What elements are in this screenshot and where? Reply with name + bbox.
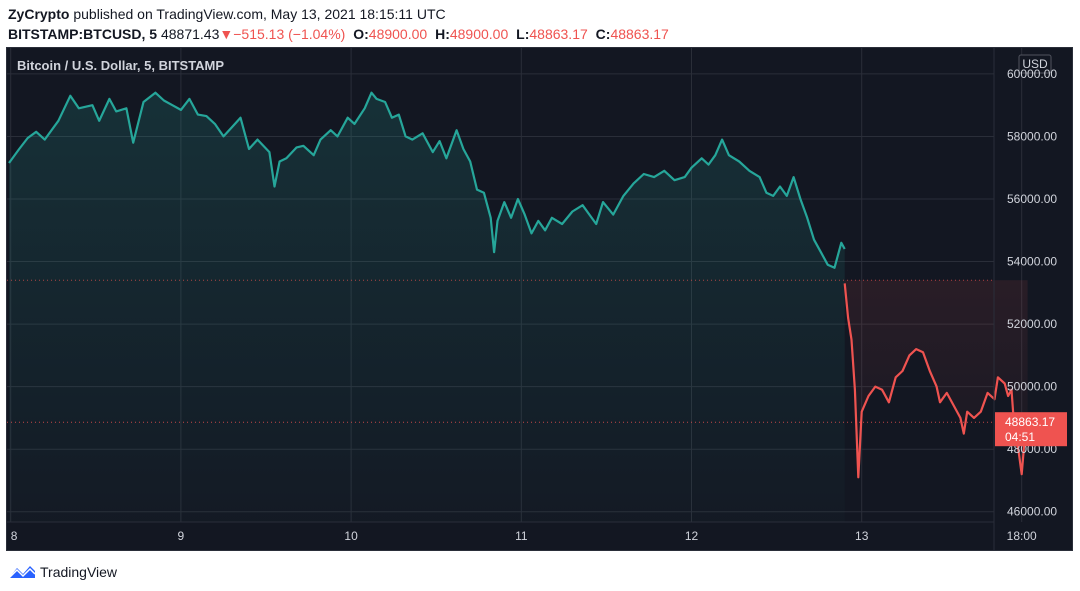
y-tick-label: 60000.00 bbox=[1007, 67, 1057, 81]
series-line bbox=[8, 91, 846, 269]
x-tick-label: 11 bbox=[515, 529, 528, 543]
x-tick-label: 9 bbox=[178, 529, 185, 543]
chart-legend-title: Bitcoin / U.S. Dollar, 5, BITSTAMP bbox=[17, 58, 224, 73]
author-name: ZyCrypto bbox=[8, 6, 70, 22]
symbol-label: BITSTAMP:BTCUSD, 5 bbox=[8, 26, 158, 42]
open-label: O: bbox=[353, 26, 369, 42]
last-price-tag bbox=[995, 412, 1067, 447]
y-tick-label: 54000.00 bbox=[1007, 255, 1057, 269]
publish-line: ZyCrypto published on TradingView.com, M… bbox=[8, 4, 1072, 24]
x-tick-label: 8 bbox=[11, 529, 18, 543]
y-tick-label: 56000.00 bbox=[1007, 192, 1057, 206]
footer: TradingView bbox=[8, 561, 117, 583]
price-change: −515.13 (−1.04%) bbox=[233, 26, 346, 42]
y-tick-label: 58000.00 bbox=[1007, 129, 1057, 143]
y-tick-label: 50000.00 bbox=[1007, 380, 1057, 394]
series-line bbox=[843, 283, 1029, 479]
y-tick-label: 46000.00 bbox=[1007, 505, 1057, 519]
price-chart[interactable]: Bitcoin / U.S. Dollar, 5, BITSTAMP USD 4… bbox=[7, 48, 1072, 550]
down-triangle-icon: ▼ bbox=[219, 26, 234, 42]
x-tick-label: 18:00 bbox=[1007, 529, 1037, 543]
footer-brand[interactable]: TradingView bbox=[40, 564, 118, 580]
currency-label: USD bbox=[1022, 57, 1048, 71]
currency-button[interactable] bbox=[1018, 54, 1052, 74]
published-text: published on TradingView.com, May 13, 20… bbox=[73, 6, 446, 22]
chart-header: ZyCrypto published on TradingView.com, M… bbox=[8, 4, 1072, 44]
last-price-tag-value: 48863.17 bbox=[1005, 415, 1055, 429]
series-area-fill bbox=[844, 280, 1028, 478]
low-value: 48863.17 bbox=[529, 26, 588, 42]
close-value: 48863.17 bbox=[610, 26, 669, 42]
y-tick-label: 52000.00 bbox=[1007, 317, 1057, 331]
tradingview-logo-icon bbox=[8, 566, 36, 579]
x-tick-label: 13 bbox=[855, 529, 869, 543]
chart-panel[interactable]: Bitcoin / U.S. Dollar, 5, BITSTAMP USD 4… bbox=[6, 47, 1073, 551]
high-value: 48900.00 bbox=[449, 26, 509, 42]
high-label: H: bbox=[435, 26, 450, 42]
x-tick-label: 10 bbox=[344, 529, 358, 543]
series-area-fill bbox=[9, 92, 845, 522]
last-price: 48871.43 bbox=[160, 26, 220, 42]
x-tick-label: 12 bbox=[685, 529, 699, 543]
low-label: L: bbox=[516, 26, 530, 42]
open-value: 48900.00 bbox=[368, 26, 428, 42]
countdown-label: 04:51 bbox=[1005, 430, 1035, 444]
close-label: C: bbox=[595, 26, 611, 42]
ohlc-line: BITSTAMP:BTCUSD, 5 48871.43▼−515.13 (−1.… bbox=[8, 24, 1072, 44]
